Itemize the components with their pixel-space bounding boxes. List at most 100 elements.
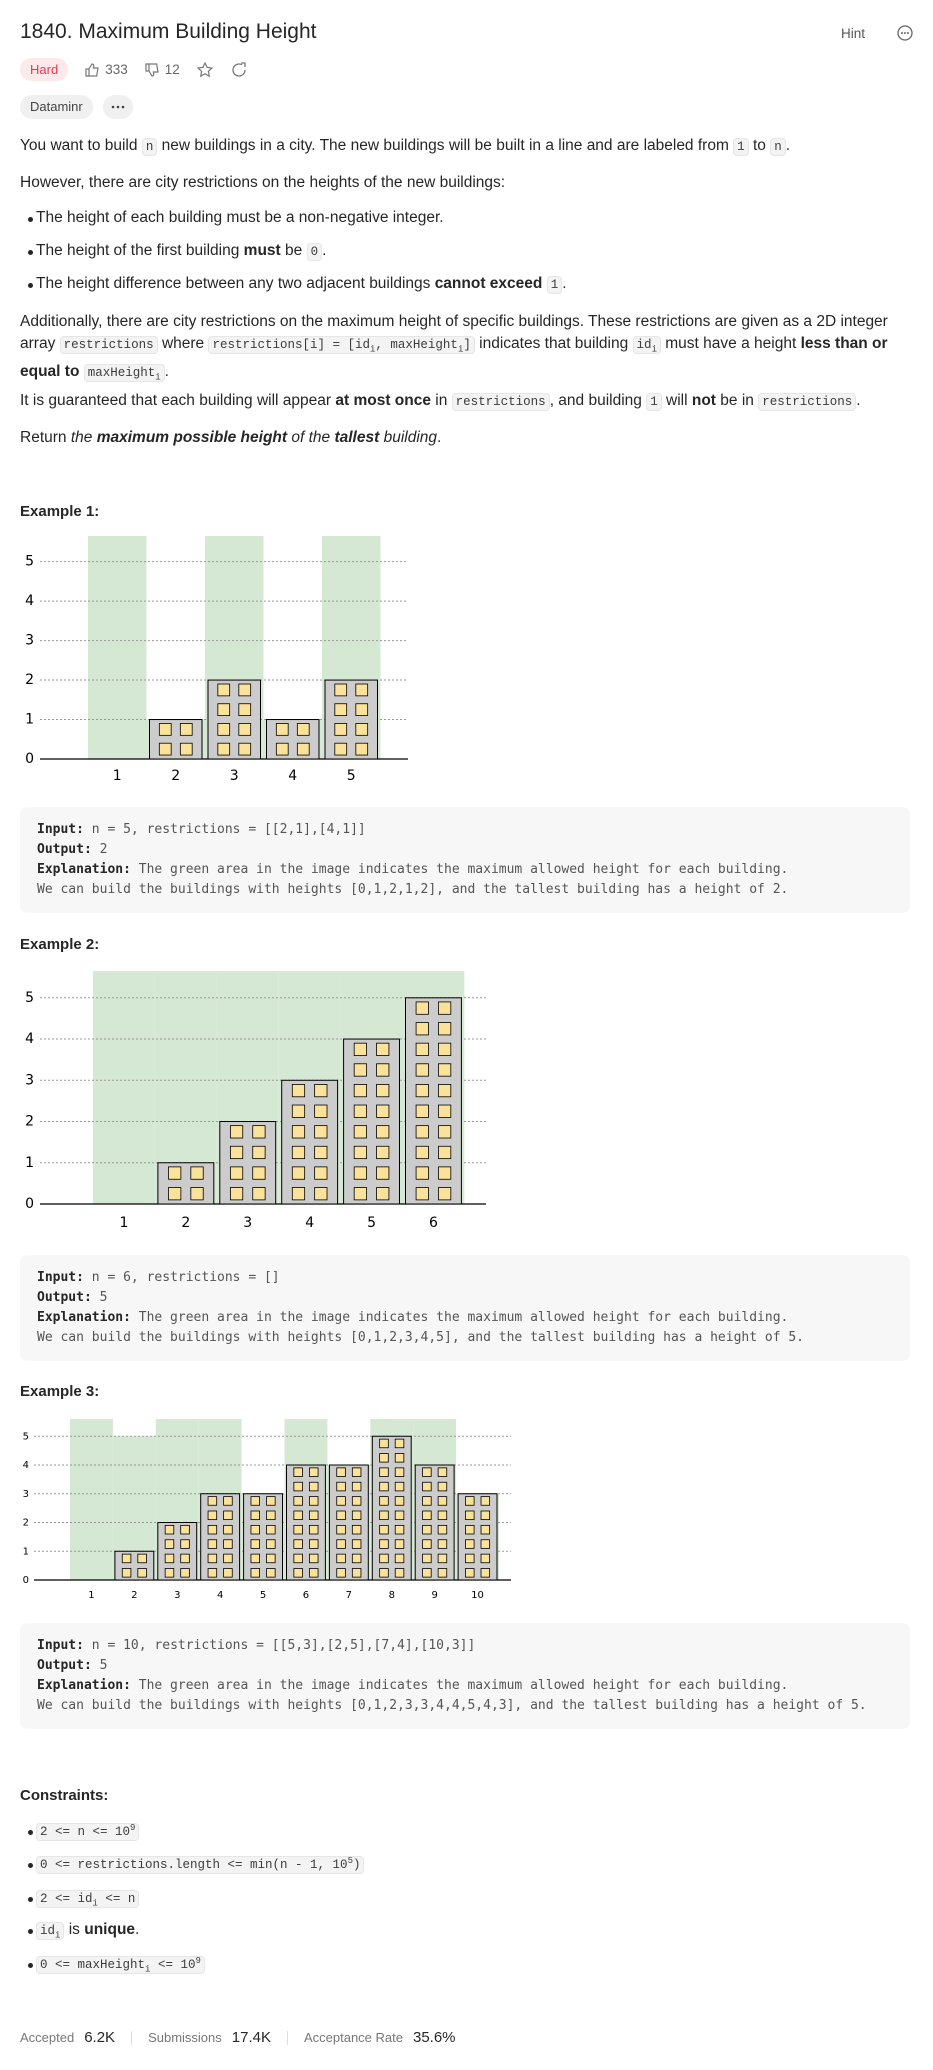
window	[252, 1166, 266, 1180]
building	[414, 1464, 455, 1581]
text: maxHeight	[87, 365, 156, 380]
constraint-text: idi is unique.	[36, 1921, 139, 1941]
hint-button[interactable]: Hint	[840, 26, 865, 41]
sub: i	[370, 345, 375, 355]
window	[422, 1510, 432, 1521]
window	[415, 1187, 429, 1201]
y-tick-label: 4	[25, 1031, 34, 1047]
window	[465, 1553, 475, 1564]
window	[379, 1510, 389, 1521]
x-tick-label: 4	[305, 1215, 314, 1231]
limit-area	[93, 971, 155, 1204]
io-label: Input:	[37, 1638, 84, 1653]
window	[394, 1481, 405, 1492]
text: new buildings in a city. The new buildin…	[157, 137, 734, 154]
window	[266, 1510, 276, 1521]
window	[379, 1553, 389, 1564]
more-tags-button[interactable]	[102, 95, 133, 119]
window	[158, 723, 172, 736]
io-value: The green area in the image indicates th…	[37, 862, 789, 897]
paragraph: You want to build n new buildings in a c…	[20, 135, 910, 158]
window	[291, 1145, 306, 1160]
dislike-button[interactable]: 12	[144, 62, 180, 78]
like-icon	[85, 62, 99, 77]
window	[334, 742, 348, 756]
text: i	[155, 372, 161, 382]
window	[250, 1568, 260, 1578]
inline-code: restrictions	[59, 336, 158, 354]
stat-label: Submissions	[148, 2030, 222, 2045]
window	[415, 1001, 429, 1015]
window	[422, 1481, 432, 1492]
x-tick-label: 6	[303, 1590, 309, 1601]
text: at most once	[335, 392, 431, 409]
window	[438, 1187, 452, 1201]
io-value: 5	[99, 1658, 108, 1673]
window	[207, 1510, 218, 1521]
x-tick-label: 4	[288, 768, 297, 784]
y-tick-label: 1	[25, 1155, 34, 1171]
like-button[interactable]: 333	[84, 62, 128, 78]
text: not	[691, 392, 716, 409]
window	[180, 1524, 190, 1535]
constraint-text: 2 <= idi <= n	[36, 1889, 140, 1909]
example-title: Example 2:	[20, 936, 100, 953]
window	[180, 1539, 190, 1549]
text: building	[379, 429, 438, 446]
text: 0 <= maxHeight	[40, 1958, 146, 1972]
y-tick-label: 3	[25, 1072, 34, 1088]
window	[394, 1510, 405, 1521]
window	[121, 1568, 132, 1578]
x-tick-label: 9	[431, 1590, 437, 1601]
window	[275, 742, 289, 756]
inline-code: maxHeighti	[83, 363, 165, 382]
window	[275, 723, 289, 736]
building	[457, 1493, 498, 1581]
io-label: Explanation:	[37, 1678, 131, 1693]
window	[336, 1524, 346, 1535]
window	[415, 1084, 429, 1098]
window	[438, 1084, 452, 1098]
inline-code: n	[141, 138, 158, 156]
stat-value: 35.6%	[412, 2029, 456, 2046]
inline-code: 1	[546, 276, 563, 294]
text: 5	[347, 1855, 353, 1866]
window	[293, 1539, 303, 1549]
window	[415, 1042, 429, 1056]
y-tick-label: 2	[25, 672, 34, 688]
text: <= 10	[150, 1958, 196, 1972]
window	[291, 1125, 306, 1139]
window	[379, 1524, 389, 1535]
text: restrictions	[455, 395, 546, 409]
text: id	[40, 1924, 56, 1938]
sub: i	[155, 372, 160, 382]
bullet: The height difference between any two ad…	[28, 275, 906, 294]
building	[219, 1121, 277, 1205]
window	[353, 1063, 367, 1077]
io-value: n = 5, restrictions = [[2,1],[4,1]]	[91, 822, 366, 837]
text: be	[280, 242, 307, 259]
constraint-text: 0 <= maxHeighti <= 109	[36, 1955, 205, 1975]
stat-label: Acceptance Rate	[303, 2030, 403, 2045]
window	[229, 1145, 244, 1160]
text: 9	[130, 1822, 136, 1833]
more-button[interactable]	[897, 25, 913, 41]
window	[437, 1539, 448, 1549]
window	[438, 1001, 452, 1015]
favorite-button[interactable]	[196, 61, 214, 79]
window	[351, 1510, 362, 1521]
window	[336, 1467, 346, 1477]
x-tick-label: 5	[367, 1215, 376, 1231]
window	[309, 1496, 319, 1506]
window	[353, 1084, 367, 1098]
window	[266, 1568, 276, 1578]
share-button[interactable]	[230, 61, 248, 79]
header-row: Hard 333 12	[20, 58, 248, 81]
io-label: Input:	[37, 1270, 84, 1285]
window	[238, 703, 252, 716]
window	[351, 1481, 362, 1492]
company-tag[interactable]: Dataminr	[20, 95, 93, 119]
example-title: Example 3:	[20, 1383, 100, 1400]
difficulty-tag[interactable]: Hard	[20, 58, 69, 81]
io-label: Output:	[37, 1290, 92, 1305]
